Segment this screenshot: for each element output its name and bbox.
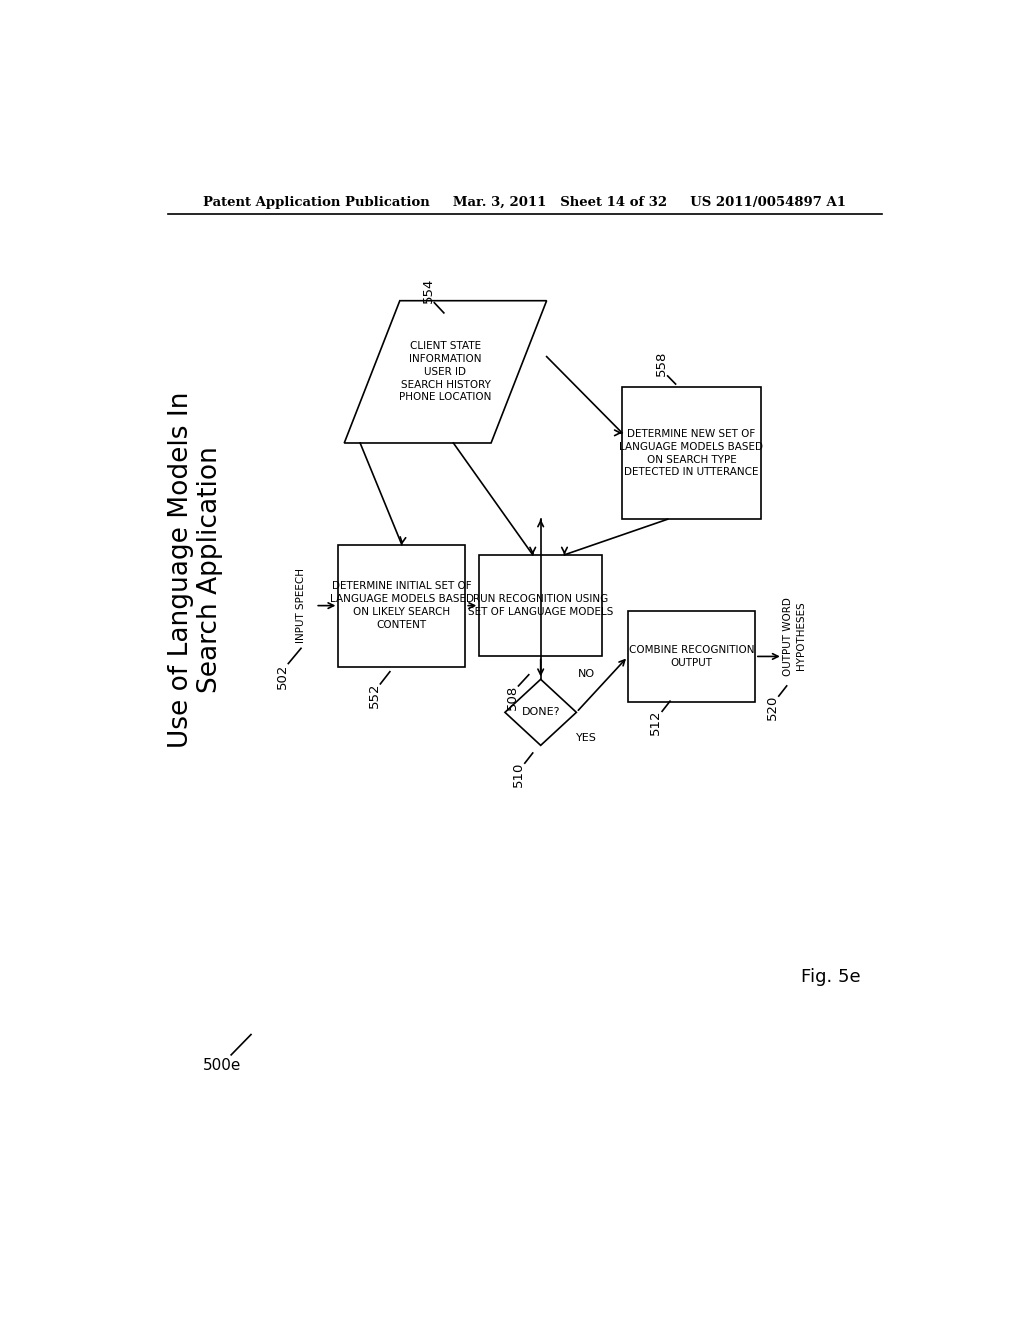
Text: 510: 510 (512, 762, 525, 787)
FancyBboxPatch shape (622, 387, 761, 519)
Text: RUN RECOGNITION USING
SET OF LANGUAGE MODELS: RUN RECOGNITION USING SET OF LANGUAGE MO… (468, 594, 613, 616)
Text: CLIENT STATE
INFORMATION
USER ID
SEARCH HISTORY
PHONE LOCATION: CLIENT STATE INFORMATION USER ID SEARCH … (399, 342, 492, 403)
Text: Use of Language Models In
Search Application: Use of Language Models In Search Applica… (168, 392, 223, 748)
Text: DONE?: DONE? (521, 708, 560, 717)
Polygon shape (505, 680, 577, 746)
Text: DETERMINE INITIAL SET OF
LANGUAGE MODELS BASED
ON LIKELY SEARCH
CONTENT: DETERMINE INITIAL SET OF LANGUAGE MODELS… (330, 581, 474, 630)
Text: DETERMINE NEW SET OF
LANGUAGE MODELS BASED
ON SEARCH TYPE
DETECTED IN UTTERANCE: DETERMINE NEW SET OF LANGUAGE MODELS BAS… (620, 429, 764, 478)
FancyBboxPatch shape (479, 554, 602, 656)
Text: OUTPUT WORD
HYPOTHESES: OUTPUT WORD HYPOTHESES (783, 597, 806, 676)
Text: 520: 520 (766, 694, 779, 719)
FancyBboxPatch shape (338, 545, 465, 667)
Text: Fig. 5e: Fig. 5e (801, 968, 860, 986)
Text: INPUT SPEECH: INPUT SPEECH (296, 568, 306, 643)
Text: Patent Application Publication     Mar. 3, 2011   Sheet 14 of 32     US 2011/005: Patent Application Publication Mar. 3, 2… (204, 195, 846, 209)
Polygon shape (344, 301, 547, 444)
Text: COMBINE RECOGNITION
OUTPUT: COMBINE RECOGNITION OUTPUT (629, 645, 755, 668)
Text: 500e: 500e (203, 1057, 241, 1073)
Text: NO: NO (579, 669, 595, 678)
Text: 552: 552 (368, 682, 381, 708)
FancyBboxPatch shape (628, 611, 755, 702)
Text: 502: 502 (275, 664, 289, 689)
Text: 508: 508 (506, 685, 518, 710)
Text: YES: YES (577, 733, 597, 743)
Text: 554: 554 (422, 277, 434, 304)
Text: 512: 512 (649, 710, 663, 735)
Text: 558: 558 (654, 351, 668, 376)
